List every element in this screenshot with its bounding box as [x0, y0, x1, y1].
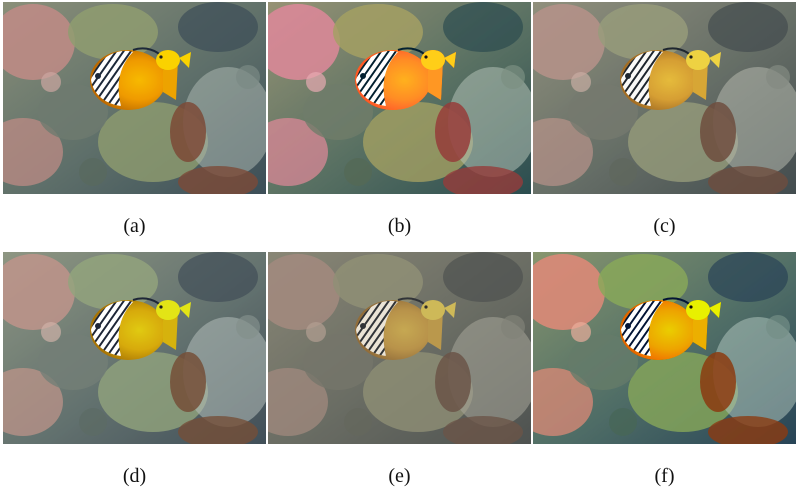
- panel-label-b: (b): [387, 215, 412, 237]
- panel-label-c: (c): [653, 215, 676, 237]
- panel-label-d: (d): [122, 465, 147, 487]
- image-panel-d: [3, 252, 266, 444]
- reef-photo-a: [3, 2, 266, 194]
- panel-label-a: (a): [123, 215, 146, 237]
- image-panel-f: [533, 252, 796, 444]
- image-panel-b: [268, 2, 531, 194]
- image-panel-a: [3, 2, 266, 194]
- reef-photo-e: [268, 252, 531, 444]
- reef-photo-d: [3, 252, 266, 444]
- reef-photo-f: [533, 252, 796, 444]
- image-panel-c: [533, 2, 796, 194]
- panel-label-e: (e): [388, 465, 411, 487]
- reef-photo-b: [268, 2, 531, 194]
- image-panel-e: [268, 252, 531, 444]
- panel-label-f: (f): [654, 465, 675, 487]
- reef-photo-c: [533, 2, 796, 194]
